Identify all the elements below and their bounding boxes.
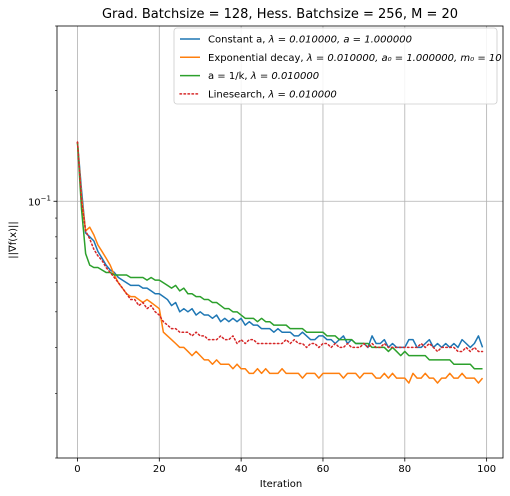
y-tick-label-base: 10 <box>28 197 41 208</box>
legend-label: Exponential decay, λ = 0.010000, a₀ = 1.… <box>208 53 502 64</box>
series-line-2 <box>76 141 484 384</box>
axes-frame <box>56 25 504 459</box>
legend-label-prefix: Linesearch, <box>208 89 268 100</box>
x-tick-label: 60 <box>317 464 330 475</box>
chart-title: Grad. Batchsize = 128, Hess. Batchsize =… <box>102 7 458 22</box>
legend-label-math: λ = 0.010000, a₀ = 1.000000, m₀ = 10 <box>306 53 502 64</box>
legend-label: Constant a, λ = 0.010000, a = 1.000000 <box>208 35 412 46</box>
legend-label: Linesearch, λ = 0.010000 <box>208 89 337 100</box>
x-axis-label: Iteration <box>260 479 302 490</box>
legend-label-prefix: Constant a, <box>208 35 269 46</box>
legend-label: a = 1/k, λ = 0.010000 <box>208 71 319 82</box>
x-tick-label: 0 <box>74 464 80 475</box>
y-tick-label: 10−1 <box>28 194 51 208</box>
y-tick-label-exponent: −1 <box>41 194 51 202</box>
series-lines <box>76 141 484 384</box>
legend-box <box>173 27 498 105</box>
y-axis-label: ||∇f(x)|| <box>8 221 19 258</box>
series-line-1 <box>76 141 484 349</box>
x-tick-label: 20 <box>153 464 166 475</box>
y-axis: 10−1 <box>28 25 57 459</box>
legend-label-math: λ = 0.010000 <box>250 71 319 82</box>
series-line-3 <box>76 141 483 370</box>
x-tick-label: 80 <box>398 464 411 475</box>
legend-label-prefix: a = 1/k, <box>208 71 251 82</box>
x-tick-label: 40 <box>235 464 248 475</box>
legend-label-math: λ = 0.010000, a = 1.000000 <box>268 35 412 46</box>
legend-label-math: λ = 0.010000 <box>267 89 336 100</box>
legend-label-prefix: Exponential decay, <box>208 53 307 64</box>
series-line-4 <box>76 141 484 353</box>
legend: Constant a, λ = 0.010000, a = 1.000000 Ex… <box>173 27 502 105</box>
x-tick-label: 100 <box>477 464 496 475</box>
x-axis: 0 20 40 60 80 100 <box>74 458 496 475</box>
